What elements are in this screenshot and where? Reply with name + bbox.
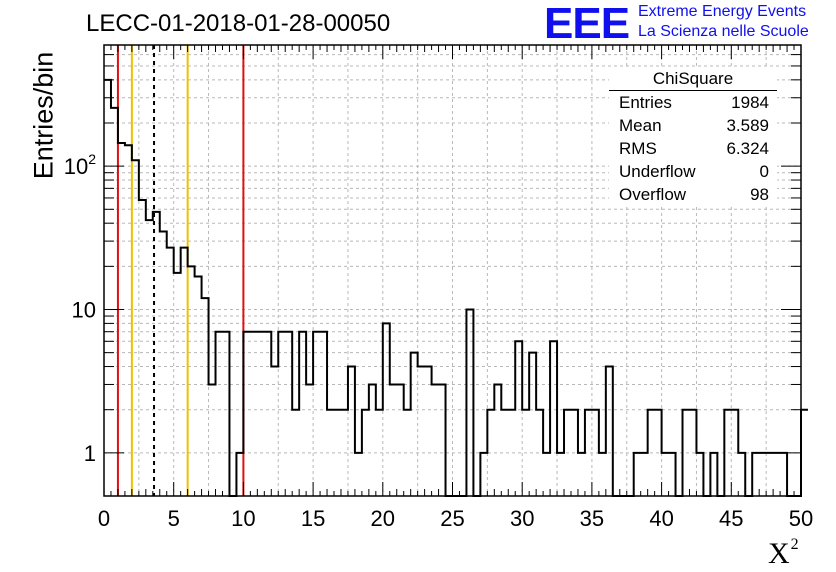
x-tick-label: 30 xyxy=(510,506,534,531)
grid-lines xyxy=(104,45,801,496)
stats-value: 6.324 xyxy=(726,139,769,158)
logo-line-2: La Scienza nelle Scuole xyxy=(638,23,809,40)
stats-box: ChiSquare Entries 1984 Mean 3.589 RMS 6.… xyxy=(609,68,777,206)
logo-caption: Extreme Energy Events La Scienza nelle S… xyxy=(638,2,809,42)
stats-row: Entries 1984 xyxy=(609,91,777,114)
x-tick-label: 5 xyxy=(168,506,180,531)
stats-row: Overflow 98 xyxy=(609,183,777,206)
stats-value: 0 xyxy=(759,162,769,181)
y-axis-label: Entries/bin xyxy=(28,51,59,180)
x-tick-label: 15 xyxy=(301,506,325,531)
histogram-series xyxy=(104,78,808,497)
logo-line-1: Extreme Energy Events xyxy=(638,3,807,20)
x-tick-label: 25 xyxy=(440,506,464,531)
y-tick-label: 10 xyxy=(72,297,96,322)
x-tick-label: 20 xyxy=(371,506,395,531)
x-tick-label: 50 xyxy=(789,506,813,531)
y-tick-label: 102 xyxy=(64,151,96,179)
stats-row: RMS 6.324 xyxy=(609,137,777,160)
x-tick-label: 10 xyxy=(231,506,255,531)
stats-label: Mean xyxy=(619,116,662,135)
x-tick-label: 40 xyxy=(649,506,673,531)
x-tick-label: 0 xyxy=(98,506,110,531)
x-tick-label: 45 xyxy=(719,506,743,531)
stats-label: Underflow xyxy=(619,162,696,181)
stats-value: 98 xyxy=(750,185,769,204)
stats-label: Entries xyxy=(619,93,672,112)
y-tick-label: 1 xyxy=(84,441,96,466)
chart-title: LECC-01-2018-01-28-00050 xyxy=(86,10,391,37)
x-tick-label: 35 xyxy=(580,506,604,531)
stats-label: RMS xyxy=(619,139,657,158)
stats-value: 1984 xyxy=(731,93,769,112)
axis-ticks: 0 5 10 15 20 25 30 35 40 45 50 1 10 102 xyxy=(64,44,813,531)
stats-row: Mean 3.589 xyxy=(609,114,777,137)
stats-value: 3.589 xyxy=(726,116,769,135)
x-axis-label: X2 xyxy=(768,536,799,570)
eee-logo: EEE xyxy=(544,0,630,48)
stats-title: ChiSquare xyxy=(609,68,777,91)
stats-label: Overflow xyxy=(619,185,687,204)
stats-row: Underflow 0 xyxy=(609,160,777,183)
